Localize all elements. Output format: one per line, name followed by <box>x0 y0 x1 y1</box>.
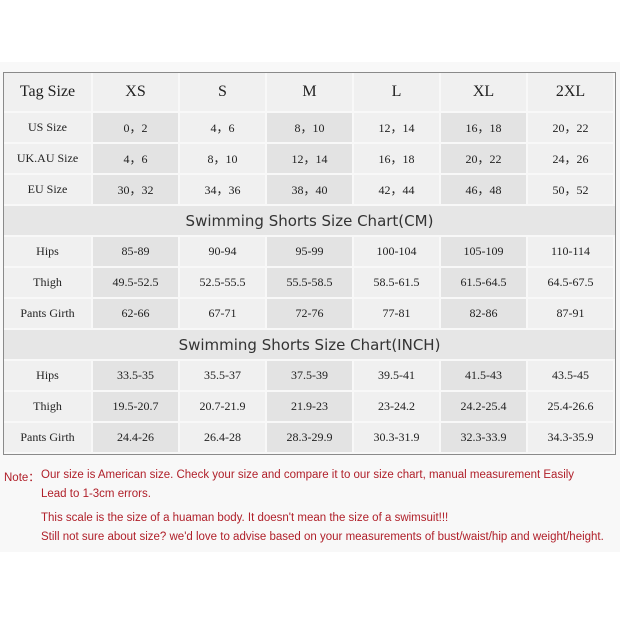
table-cell: 28.3-29.9 <box>267 423 354 454</box>
row-label: Hips <box>4 237 93 268</box>
row-label: Thigh <box>4 268 93 299</box>
column-header: M <box>267 73 354 113</box>
size-chart: Tag Size XS S M L XL 2XL US Size 0，2 4，6 8，10 12，14… <box>0 62 620 552</box>
table-cell: 41.5-43 <box>441 361 528 392</box>
note-line-3: This scale is the size of a huaman body.… <box>41 512 449 524</box>
table-cell: 85-89 <box>93 237 180 268</box>
table-cell: 30，32 <box>93 175 180 206</box>
table-cell: 19.5-20.7 <box>93 392 180 423</box>
table-cell: 64.5-67.5 <box>528 268 615 299</box>
table-cell: 20.7-21.9 <box>180 392 267 423</box>
table-cell: 37.5-39 <box>267 361 354 392</box>
column-header: S <box>180 73 267 113</box>
table-cell: 58.5-61.5 <box>354 268 441 299</box>
note-line-2: Lead to 1-3cm errors. <box>41 488 151 500</box>
row-label: Pants Girth <box>4 299 93 330</box>
row-label: EU Size <box>4 175 93 206</box>
table-cell: 39.5-41 <box>354 361 441 392</box>
table-cell: 95-99 <box>267 237 354 268</box>
table-cell: 49.5-52.5 <box>93 268 180 299</box>
table-cell: 26.4-28 <box>180 423 267 454</box>
table-cell: 55.5-58.5 <box>267 268 354 299</box>
table-cell: 33.5-35 <box>93 361 180 392</box>
table-cell: 110-114 <box>528 237 615 268</box>
row-header-title: Tag Size <box>4 73 93 113</box>
column-header: XL <box>441 73 528 113</box>
table-cell: 16，18 <box>354 144 441 175</box>
note-prefix: Note： <box>4 472 40 484</box>
column-header: L <box>354 73 441 113</box>
table-cell: 23-24.2 <box>354 392 441 423</box>
column-header: 2XL <box>528 73 615 113</box>
row-label: Hips <box>4 361 93 392</box>
table-cell: 20，22 <box>528 113 615 144</box>
table-cell: 24.2-25.4 <box>441 392 528 423</box>
table-cell: 8，10 <box>267 113 354 144</box>
row-label: US Size <box>4 113 93 144</box>
table-cell: 52.5-55.5 <box>180 268 267 299</box>
table-cell: 50，52 <box>528 175 615 206</box>
table-cell: 8，10 <box>180 144 267 175</box>
size-table: Tag Size XS S M L XL 2XL US Size 0，2 4，6 8，10 12，14… <box>3 72 616 455</box>
note-line-4: Still not sure about size? we'd love to … <box>41 531 604 543</box>
table-cell: 34.3-35.9 <box>528 423 615 454</box>
table-cell: 21.9-23 <box>267 392 354 423</box>
section-title: Swimming Shorts Size Chart(INCH) <box>4 330 615 361</box>
table-cell: 38，40 <box>267 175 354 206</box>
table-cell: 20，22 <box>441 144 528 175</box>
table-cell: 16，18 <box>441 113 528 144</box>
table-cell: 72-76 <box>267 299 354 330</box>
section-title: Swimming Shorts Size Chart(CM) <box>4 206 615 237</box>
table-cell: 24，26 <box>528 144 615 175</box>
table-cell: 35.5-37 <box>180 361 267 392</box>
table-cell: 46，48 <box>441 175 528 206</box>
table-cell: 24.4-26 <box>93 423 180 454</box>
row-label: UK.AU Size <box>4 144 93 175</box>
table-cell: 12，14 <box>354 113 441 144</box>
table-cell: 77-81 <box>354 299 441 330</box>
table-cell: 62-66 <box>93 299 180 330</box>
table-cell: 0，2 <box>93 113 180 144</box>
row-label: Pants Girth <box>4 423 93 454</box>
table-cell: 82-86 <box>441 299 528 330</box>
table-cell: 90-94 <box>180 237 267 268</box>
table-cell: 43.5-45 <box>528 361 615 392</box>
row-label: Thigh <box>4 392 93 423</box>
table-cell: 25.4-26.6 <box>528 392 615 423</box>
column-header: XS <box>93 73 180 113</box>
note-line-1: Our size is American size. Check your si… <box>41 469 575 481</box>
table-cell: 67-71 <box>180 299 267 330</box>
table-cell: 105-109 <box>441 237 528 268</box>
table-cell: 32.3-33.9 <box>441 423 528 454</box>
table-cell: 87-91 <box>528 299 615 330</box>
table-cell: 100-104 <box>354 237 441 268</box>
table-cell: 42，44 <box>354 175 441 206</box>
table-cell: 34，36 <box>180 175 267 206</box>
table-cell: 12，14 <box>267 144 354 175</box>
table-cell: 30.3-31.9 <box>354 423 441 454</box>
table-cell: 61.5-64.5 <box>441 268 528 299</box>
table-cell: 4，6 <box>180 113 267 144</box>
table-cell: 4，6 <box>93 144 180 175</box>
